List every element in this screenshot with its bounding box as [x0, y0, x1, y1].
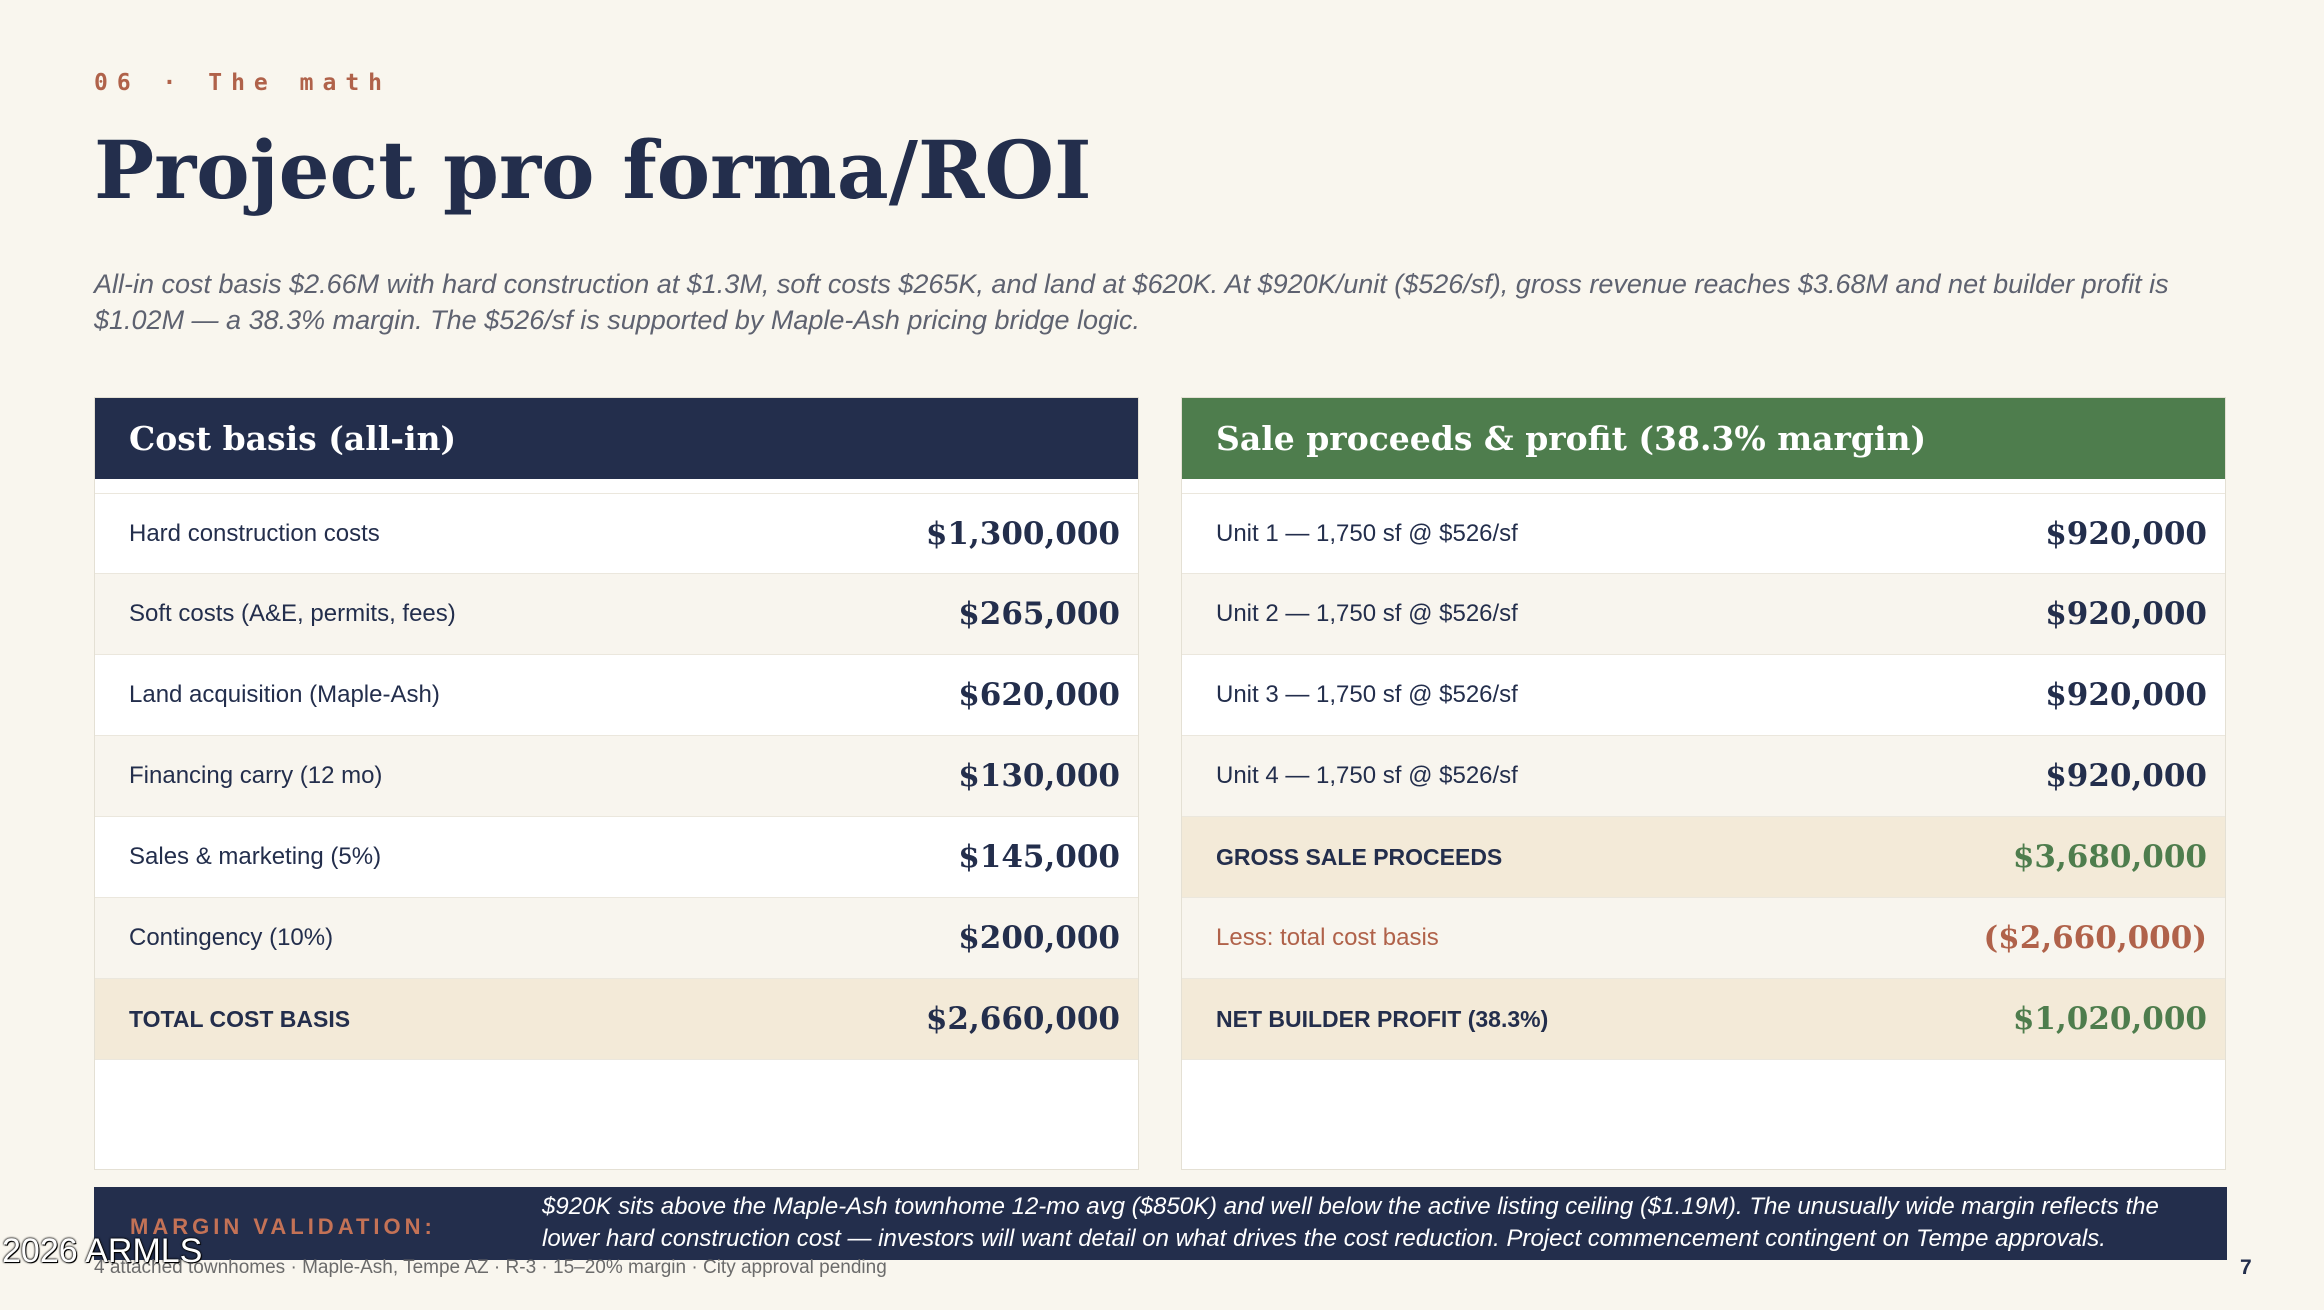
cost-row-label: Sales & marketing (5%) — [129, 843, 382, 870]
cost-basis-panel: Cost basis (all-in) Hard construction co… — [94, 397, 1139, 1170]
cost-row-value: $200,000 — [958, 920, 1120, 956]
sale-proceeds-header: Sale proceeds & profit (38.3% margin) — [1182, 398, 2225, 479]
callout-text: $920K sits above the Maple-Ash townhome … — [542, 1193, 2159, 1252]
cost-basis-header: Cost basis (all-in) — [95, 398, 1138, 479]
sale-row-unit-1: Unit 1 — 1,750 sf @ $526/sf $920,000 — [1182, 493, 2225, 574]
sale-row-label: NET BUILDER PROFIT (38.3%) — [1216, 1005, 1549, 1032]
cost-row-value: $145,000 — [958, 839, 1120, 875]
sale-row-label: Unit 3 — 1,750 sf @ $526/sf — [1216, 681, 1518, 708]
cost-row-total: TOTAL COST BASIS $2,660,000 — [95, 979, 1138, 1060]
sale-row-value: ($2,660,000) — [1983, 920, 2207, 956]
cost-row-value: $2,660,000 — [925, 1001, 1120, 1037]
cost-row-label: Soft costs (A&E, permits, fees) — [129, 600, 456, 627]
cost-row-hard-construction: Hard construction costs $1,300,000 — [95, 493, 1138, 574]
cost-row-value: $620,000 — [958, 677, 1120, 713]
sale-row-label: GROSS SALE PROCEEDS — [1216, 843, 1503, 870]
cost-row-financing: Financing carry (12 mo) $130,000 — [95, 736, 1138, 817]
cost-row-label: TOTAL COST BASIS — [129, 1005, 351, 1032]
sale-row-value: $1,020,000 — [2012, 1001, 2207, 1037]
sale-row-gross-proceeds: GROSS SALE PROCEEDS $3,680,000 — [1182, 817, 2225, 898]
sale-proceeds-panel: Sale proceeds & profit (38.3% margin) Un… — [1181, 397, 2226, 1170]
sale-row-less-cost-basis: Less: total cost basis ($2,660,000) — [1182, 898, 2225, 979]
sale-row-value: $920,000 — [2045, 515, 2207, 552]
cost-row-label: Contingency (10%) — [129, 924, 334, 951]
section-eyebrow: 06 · The math — [94, 70, 392, 96]
sale-row-unit-4: Unit 4 — 1,750 sf @ $526/sf $920,000 — [1182, 736, 2225, 817]
sale-row-label: Unit 2 — 1,750 sf @ $526/sf — [1216, 600, 1518, 627]
sale-row-value: $3,680,000 — [2012, 839, 2207, 875]
page-title: Project pro forma/ROI — [94, 123, 1092, 217]
sale-row-value: $920,000 — [2045, 677, 2207, 713]
cost-row-value: $1,300,000 — [925, 515, 1120, 552]
margin-validation-callout: MARGIN VALIDATION: $920K sits above the … — [94, 1187, 2227, 1260]
cost-row-soft-costs: Soft costs (A&E, permits, fees) $265,000 — [95, 574, 1138, 655]
cost-row-land: Land acquisition (Maple-Ash) $620,000 — [95, 655, 1138, 736]
cost-row-label: Land acquisition (Maple-Ash) — [129, 681, 440, 708]
callout-label: MARGIN VALIDATION: — [130, 1214, 436, 1239]
sale-row-net-profit: NET BUILDER PROFIT (38.3%) $1,020,000 — [1182, 979, 2225, 1060]
sale-row-value: $920,000 — [2045, 758, 2207, 794]
footer-text: 4 attached townhomes · Maple-Ash, Tempe … — [94, 1257, 887, 1278]
cost-row-value: $265,000 — [958, 596, 1120, 632]
cost-row-marketing: Sales & marketing (5%) $145,000 — [95, 817, 1138, 898]
sale-row-label: Unit 4 — 1,750 sf @ $526/sf — [1216, 762, 1518, 789]
sale-row-value: $920,000 — [2045, 596, 2207, 632]
cost-row-value: $130,000 — [958, 758, 1120, 794]
intro-paragraph: All-in cost basis $2.66M with hard const… — [94, 269, 2169, 335]
cost-row-label: Hard construction costs — [129, 519, 380, 547]
sale-row-label: Less: total cost basis — [1216, 924, 1439, 951]
sale-row-label: Unit 1 — 1,750 sf @ $526/sf — [1216, 519, 1518, 547]
sale-row-unit-2: Unit 2 — 1,750 sf @ $526/sf $920,000 — [1182, 574, 2225, 655]
sale-row-unit-3: Unit 3 — 1,750 sf @ $526/sf $920,000 — [1182, 655, 2225, 736]
armls-watermark: 2026 ARMLS — [2, 1232, 203, 1270]
cost-row-label: Financing carry (12 mo) — [129, 762, 383, 789]
cost-row-contingency: Contingency (10%) $200,000 — [95, 898, 1138, 979]
page-number: 7 — [2240, 1256, 2252, 1279]
